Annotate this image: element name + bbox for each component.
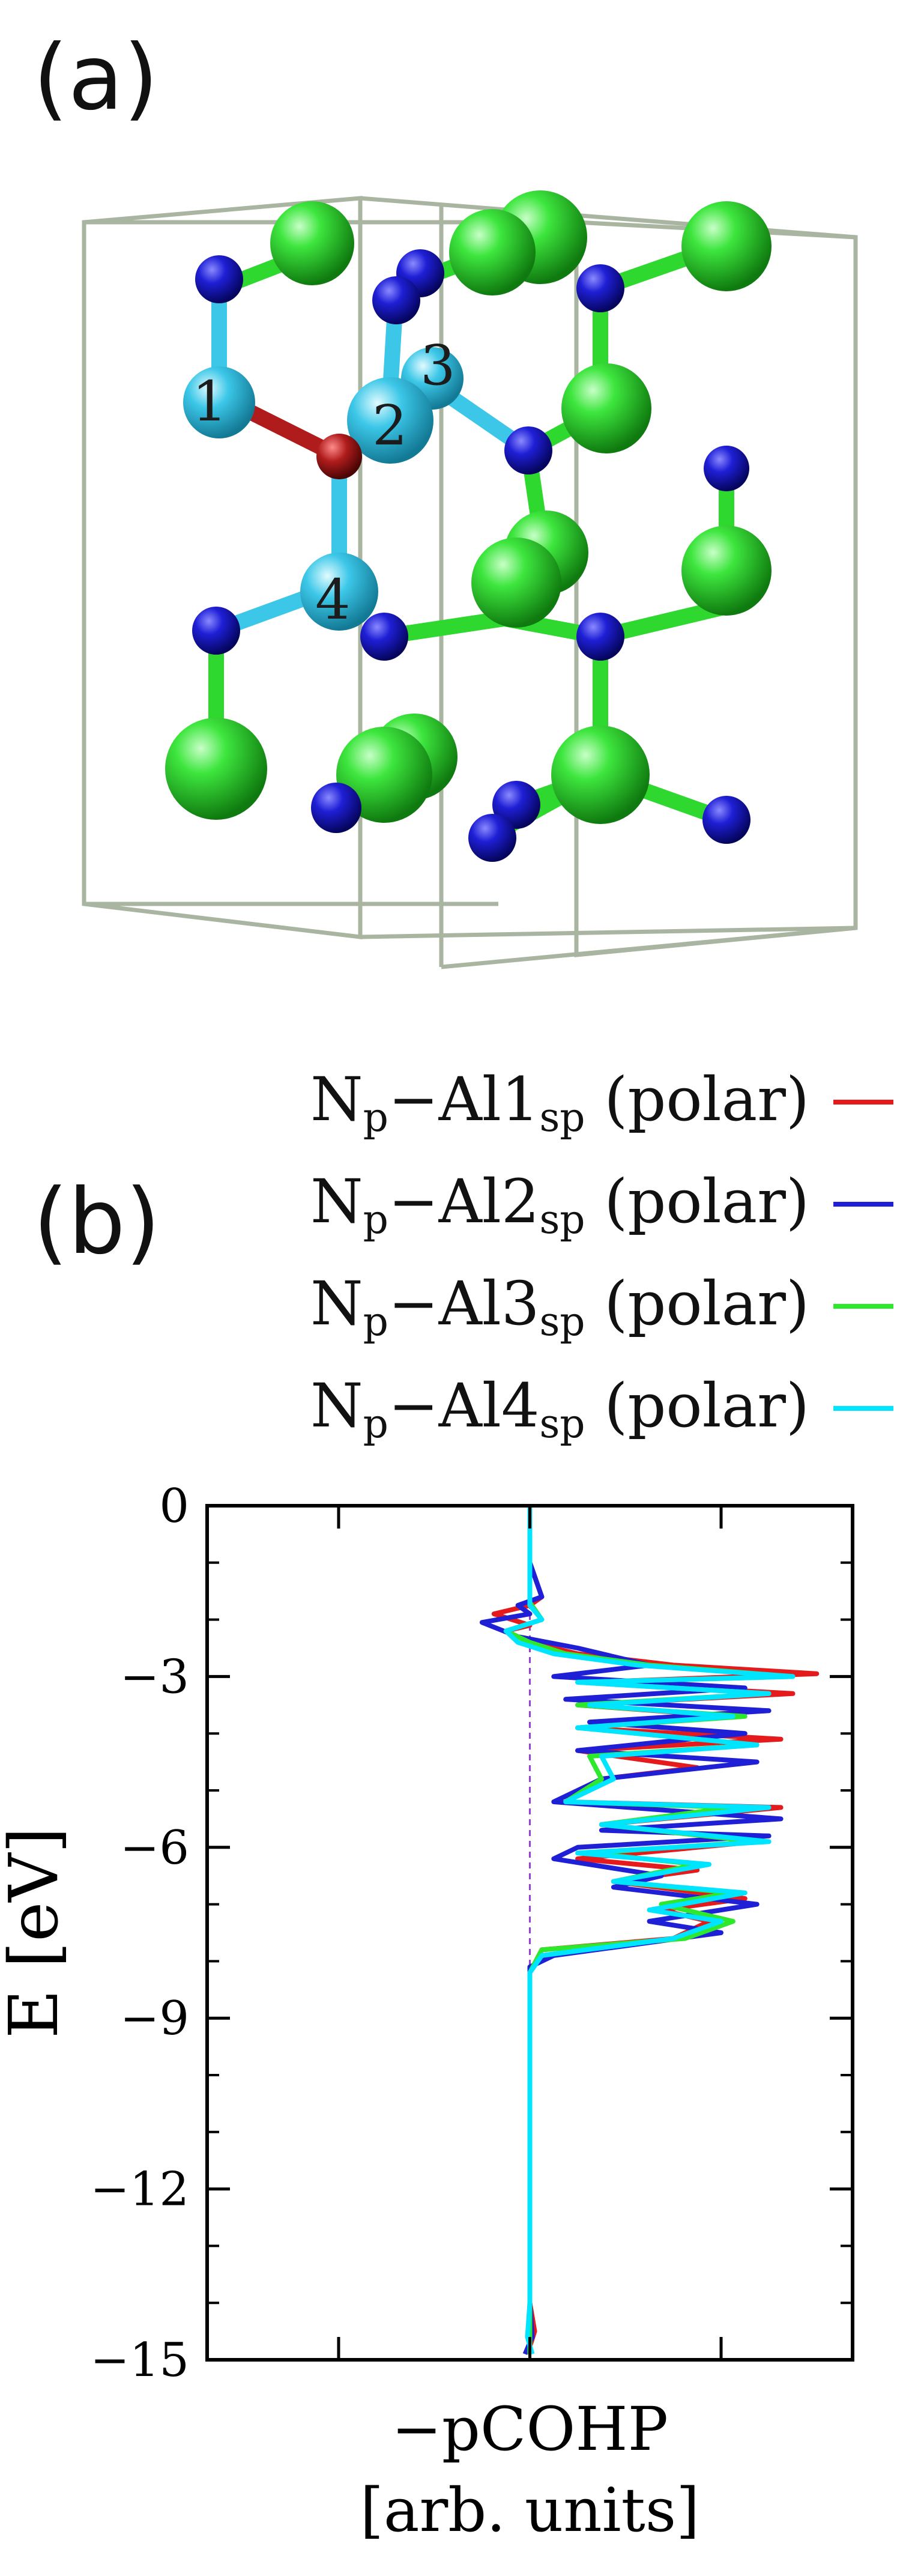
atom-label-1: 1 xyxy=(192,369,228,434)
x-axis-label: −pCOHP xyxy=(391,2394,668,2464)
series-line-4 xyxy=(503,1506,796,2355)
pcohp-chart: 0 −3 −6 −9 −12 −15 E [eV] −pCOHP [arb. units] xyxy=(0,1479,854,2545)
y-tick-label: 0 xyxy=(159,1479,189,1533)
legend-entry: Np−Al3sp (polar) xyxy=(310,1261,903,1351)
y-tick-label: −3 xyxy=(120,1650,189,1704)
y-axis-label: E [eV] xyxy=(0,1827,73,2038)
atom-label-3: 3 xyxy=(420,333,456,398)
y-tick-label: −12 xyxy=(90,2163,189,2217)
bonds xyxy=(208,238,734,843)
legend-entry: Np−Al1sp (polar) xyxy=(310,1057,903,1147)
crystal-structure: 1 2 3 4 xyxy=(82,190,858,969)
atoms xyxy=(165,190,772,862)
y-tick-label: −6 xyxy=(120,1821,189,1875)
y-tick-label: −9 xyxy=(120,1992,189,2046)
legend-label: Np−Al1sp (polar) xyxy=(310,1064,809,1141)
panel-a-label: (a) xyxy=(33,26,159,130)
x-axis-unit-label: [arb. units] xyxy=(360,2475,699,2545)
series-line-1 xyxy=(491,1506,820,2355)
legend-swatch xyxy=(833,1202,893,1207)
series-line-3 xyxy=(503,1506,796,2354)
legend-label: Np−Al3sp (polar) xyxy=(310,1268,809,1345)
legend-entry: Np−Al2sp (polar) xyxy=(310,1159,903,1249)
legend-label: Np−Al4sp (polar) xyxy=(310,1370,809,1447)
atom-label-2: 2 xyxy=(372,393,408,458)
panel-b-label: (b) xyxy=(33,1170,161,1274)
legend-label: Np−Al2sp (polar) xyxy=(310,1166,809,1243)
legend-entry: Np−Al4sp (polar) xyxy=(310,1363,903,1453)
atom-label-4: 4 xyxy=(315,568,351,632)
series-line-2 xyxy=(479,1506,784,2356)
atom-labels: 1 2 3 4 xyxy=(192,333,456,632)
y-tick-label: −15 xyxy=(90,2333,189,2387)
legend-swatch xyxy=(833,1304,893,1309)
legend-swatch xyxy=(833,1100,893,1105)
legend-swatch xyxy=(833,1406,893,1411)
